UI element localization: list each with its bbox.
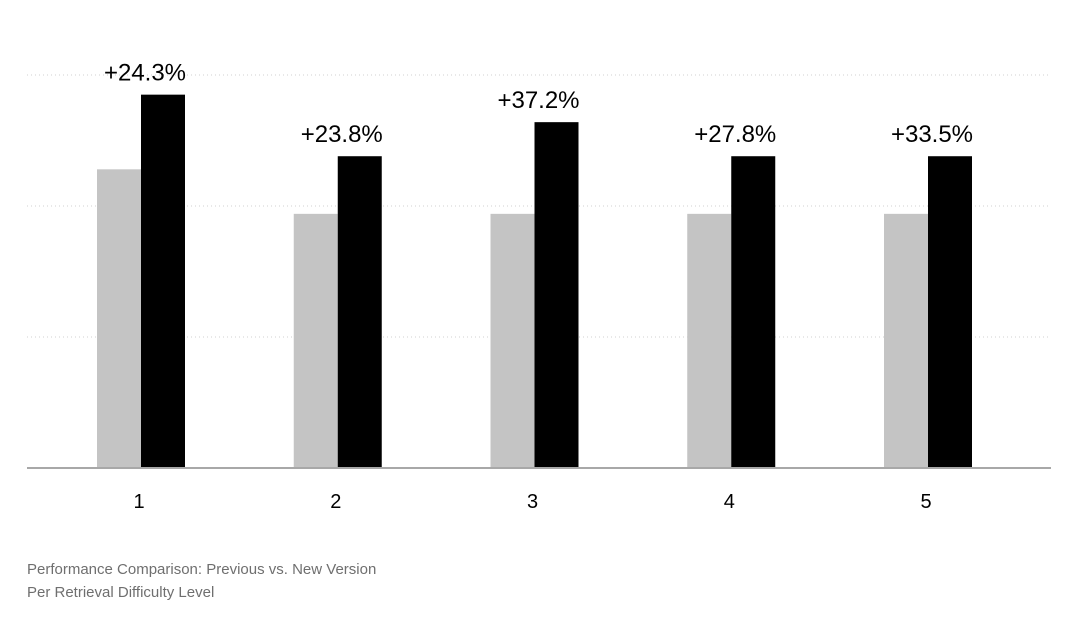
bar-series1-cat3 [490, 213, 535, 468]
data-labels: +24.3% +23.8% +37.2% +27.8% +33.5% [104, 60, 973, 149]
x-tick-label-1: 1 [133, 491, 144, 513]
caption-subtitle: Per Retrieval Difficulty Level [27, 584, 215, 601]
x-tick-label-5: 5 [920, 491, 931, 513]
bar-series1-cat1 [97, 169, 141, 468]
bar-series1-cat5 [884, 213, 928, 468]
bar-series2-cat5 [928, 156, 972, 468]
bar-series2-cat3 [534, 122, 579, 468]
x-tick-label-4: 4 [724, 491, 735, 513]
bar-series2-cat1 [141, 94, 185, 469]
data-label-cat5: +33.5% [891, 121, 973, 148]
bar-series1-cat2 [293, 213, 338, 468]
data-label-cat2: +23.8% [301, 121, 383, 148]
bar-series2-cat2 [337, 156, 382, 468]
data-label-cat1: +24.3% [104, 60, 186, 87]
caption-title: Performance Comparison: Previous vs. New… [27, 561, 377, 578]
bar-series1-cat4 [687, 213, 732, 468]
x-tick-label-2: 2 [330, 491, 341, 513]
bar-series2-cat4 [731, 156, 776, 468]
x-tick-label-3: 3 [527, 491, 538, 513]
x-tick-labels: 1 2 3 4 5 [133, 491, 931, 513]
bar-chart: +24.3% +23.8% +37.2% +27.8% +33.5% 1 2 3 4 5 [27, 60, 1051, 513]
data-label-cat4: +27.8% [694, 121, 776, 148]
data-label-cat3: +37.2% [497, 87, 579, 114]
bars [97, 94, 972, 469]
